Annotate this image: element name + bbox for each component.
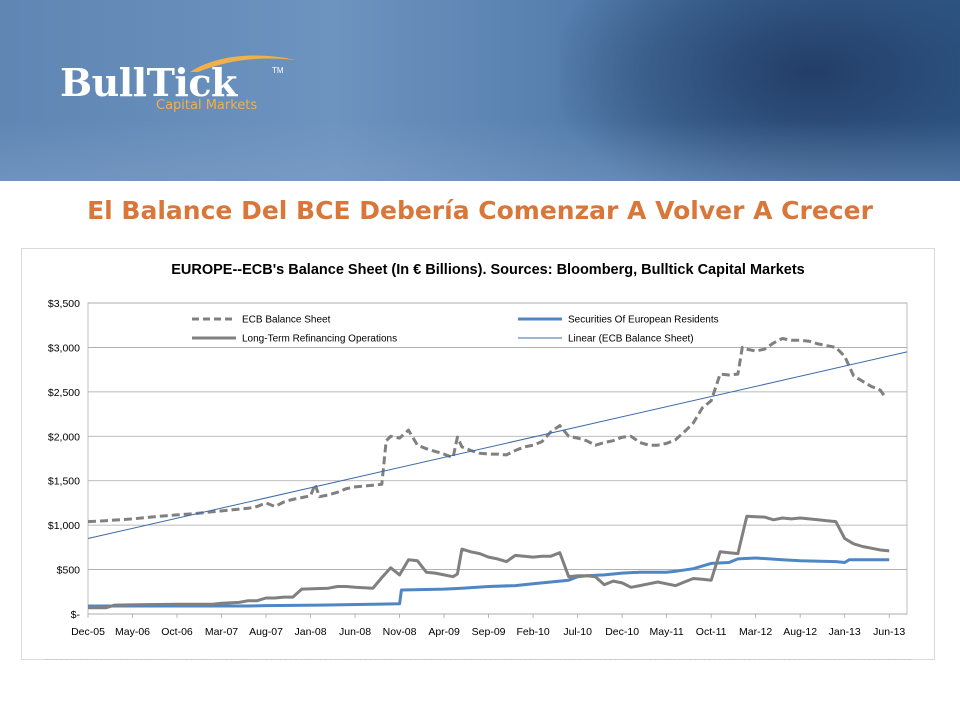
chart-series — [87, 337, 908, 610]
x-tick-label: Aug-07 — [249, 626, 283, 638]
y-tick-label: $2,500 — [48, 387, 80, 399]
y-tick-label: $2,000 — [48, 431, 80, 443]
banner-photo-overlay — [560, 0, 960, 181]
series-line-2 — [88, 514, 890, 610]
x-tick-label: Feb-10 — [516, 626, 549, 638]
logo-subtitle: Capital Markets — [156, 98, 258, 113]
y-tick-label: $500 — [57, 565, 81, 577]
x-tick-label: Dec-05 — [71, 626, 105, 638]
chart-title: EUROPE--ECB's Balance Sheet (In € Billio… — [171, 262, 805, 278]
y-tick-label: $1,000 — [48, 520, 80, 532]
x-tick-label: Mar-12 — [739, 626, 772, 638]
y-tick-label: $3,500 — [48, 298, 80, 310]
x-tick-label: Aug-12 — [783, 626, 817, 638]
x-tick-label: Jan-13 — [829, 626, 861, 638]
logo-wordmark: BullTick — [60, 60, 237, 105]
series-line-1 — [88, 556, 890, 608]
banner-fade — [0, 120, 960, 181]
company-logo: BullTick TM Capital Markets — [60, 52, 300, 122]
y-axis: $- $500 $1,000 $1,500 $2,000 $2,500 $3,000 $3,5… — [48, 298, 81, 621]
x-axis: Dec-05 May-06 Oct-06 Mar-07 Aug-07 Jan-08 Jun-… — [71, 614, 905, 638]
header-banner: BullTick TM Capital Markets — [0, 0, 960, 181]
chart-gridlines — [87, 302, 908, 615]
plot-area — [87, 302, 908, 615]
x-tick-label: Mar-07 — [205, 626, 238, 638]
x-tick-label: May-06 — [115, 626, 150, 638]
chart-legend: ECB Balance Sheet Securities Of European … — [192, 315, 719, 345]
swoosh-icon — [190, 55, 296, 72]
x-tick-label: Oct-06 — [161, 626, 193, 638]
legend-label: Linear (ECB Balance Sheet) — [568, 334, 694, 345]
line-chart: EUROPE--ECB's Balance Sheet (In € Billio… — [48, 262, 908, 638]
slide-title: El Balance Del BCE Debería Comenzar A Vo… — [87, 196, 873, 225]
x-tick-label: Sep-09 — [472, 626, 506, 638]
x-tick-label: Jun-08 — [339, 626, 371, 638]
x-tick-label: Apr-09 — [428, 626, 460, 638]
chart-container: EUROPE--ECB's Balance Sheet (In € Billio… — [21, 248, 935, 660]
x-tick-label: Oct-11 — [696, 626, 727, 638]
x-tick-label: Nov-08 — [383, 626, 417, 638]
logo-trademark: TM — [272, 66, 284, 75]
y-tick-label: $- — [71, 609, 81, 621]
legend-label: ECB Balance Sheet — [242, 315, 331, 326]
footer-divider — [45, 659, 911, 660]
x-tick-label: Jul-10 — [563, 626, 592, 638]
y-tick-label: $3,000 — [48, 342, 80, 354]
x-tick-label: Dec-10 — [605, 626, 639, 638]
legend-label: Securities Of European Residents — [568, 315, 719, 326]
series-line-0 — [87, 337, 886, 524]
x-tick-label: Jun-13 — [873, 626, 905, 638]
legend-label: Long-Term Refinancing Operations — [242, 334, 397, 345]
x-tick-label: May-11 — [650, 626, 684, 638]
y-tick-label: $1,500 — [48, 476, 80, 488]
series-line-3 — [87, 351, 908, 539]
x-tick-label: Jan-08 — [294, 626, 326, 638]
